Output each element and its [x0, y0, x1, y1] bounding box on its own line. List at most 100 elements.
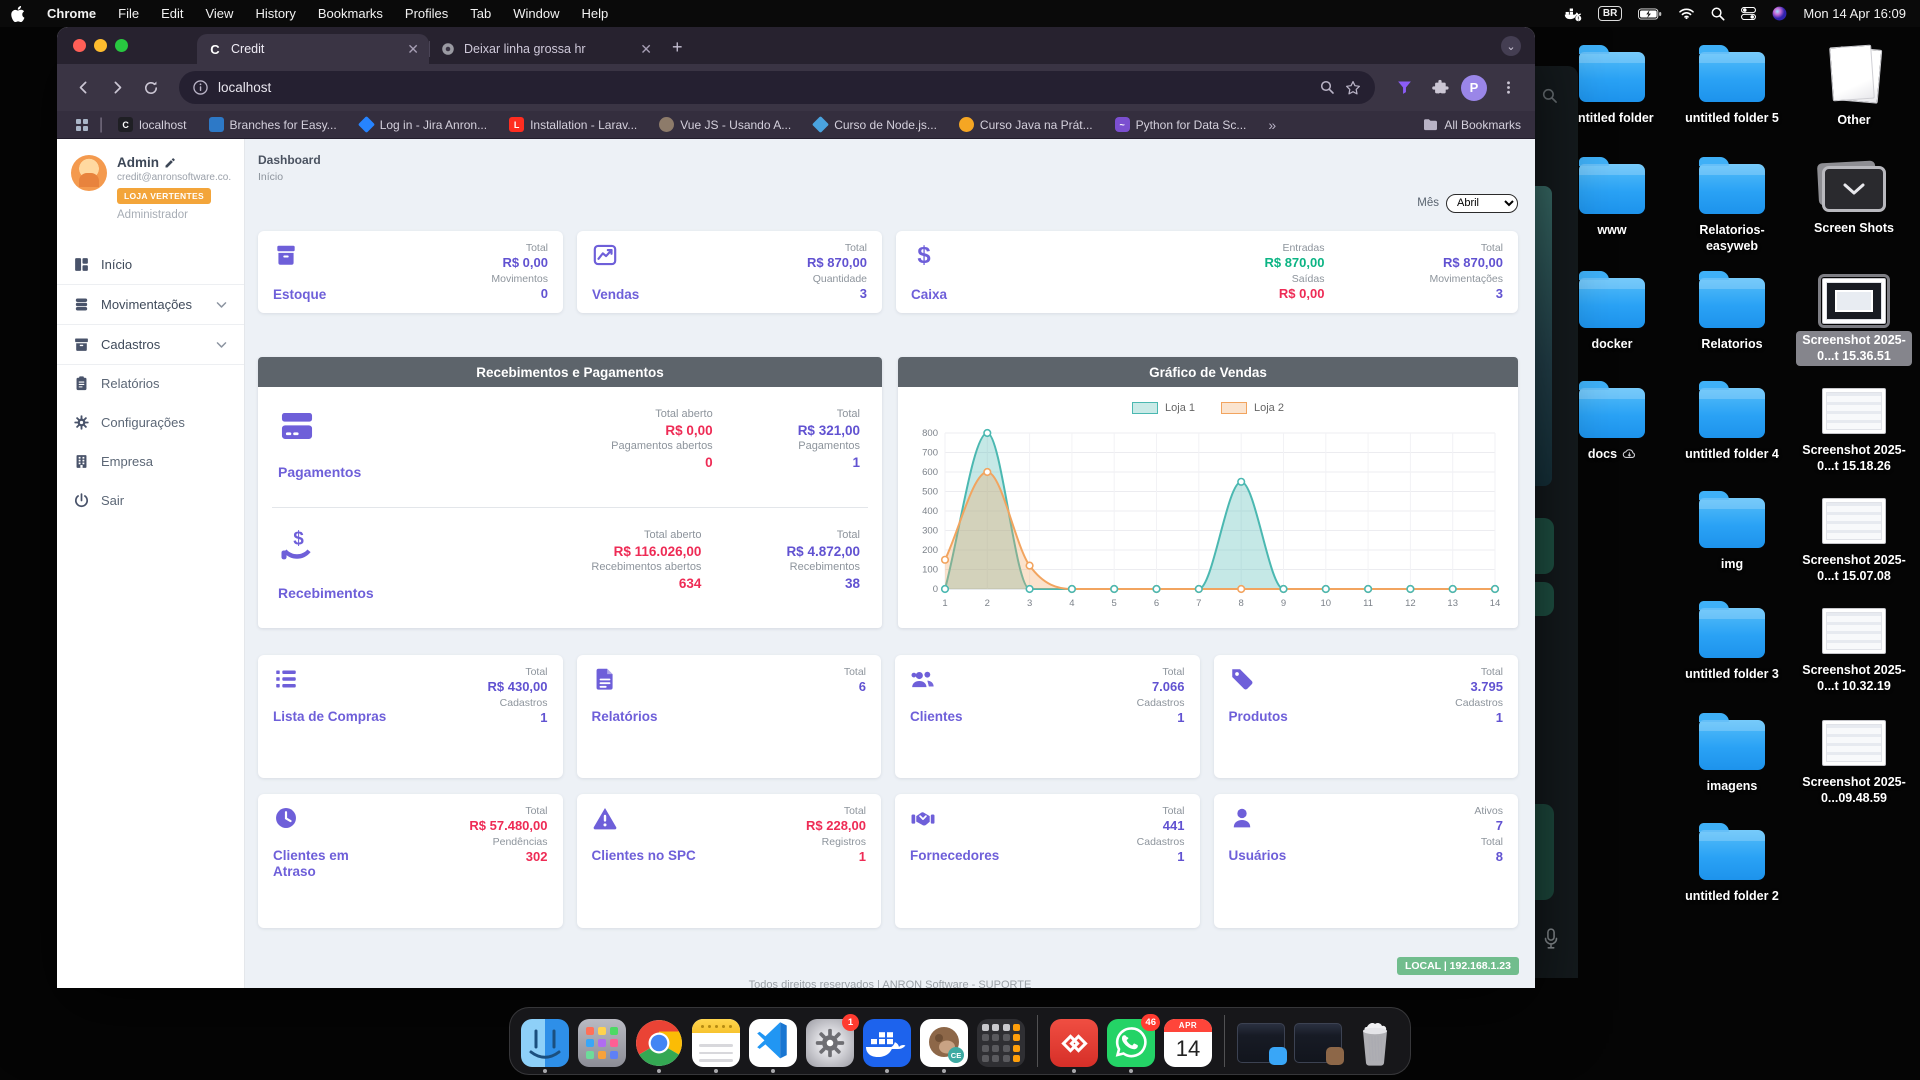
- sidebar-item-sair[interactable]: Sair: [57, 481, 244, 520]
- control-center-icon[interactable]: [1741, 7, 1756, 20]
- dock-item-vscode[interactable]: [749, 1019, 797, 1067]
- desktop-icon[interactable]: untitled folder 3: [1674, 602, 1790, 683]
- legend-item[interactable]: Loja 2: [1221, 402, 1284, 414]
- close-window-button[interactable]: [73, 39, 86, 52]
- dock-item-redapp[interactable]: [1050, 1019, 1098, 1067]
- tab-search-button[interactable]: ⌄: [1501, 36, 1521, 56]
- sidebar-item-movimentacoes[interactable]: Movimentações: [57, 284, 244, 325]
- sidebar-item-inicio[interactable]: Início: [57, 245, 244, 284]
- in-page-search-icon[interactable]: [1320, 80, 1335, 95]
- browser-tab-1[interactable]: CCredit ✕: [197, 34, 429, 64]
- wifi-icon[interactable]: [1678, 7, 1695, 20]
- bookmark-item-5[interactable]: Curso de Node.js...: [804, 115, 946, 134]
- menu-item-bookmarks[interactable]: Bookmarks: [307, 0, 394, 27]
- docker-status-icon[interactable]: !: [1564, 6, 1582, 22]
- panel-row-recebimentos[interactable]: $ Recebimentos Total abertoR$ 116.026,00…: [258, 508, 882, 628]
- card-lista-de-compras[interactable]: TotalR$ 430,00Cadastros1 Lista de Compra…: [258, 655, 563, 778]
- bookmark-item-1[interactable]: Branches for Easy...: [200, 115, 346, 134]
- dock-item-finder[interactable]: [521, 1019, 569, 1067]
- panel-row-pagamentos[interactable]: Pagamentos Total abertoR$ 0,00Pagamentos…: [258, 387, 882, 507]
- menu-item-edit[interactable]: Edit: [150, 0, 194, 27]
- card-estoque[interactable]: TotalR$ 0,00Movimentos0 Estoque: [258, 231, 563, 313]
- menu-item-view[interactable]: View: [194, 0, 244, 27]
- desktop-icon[interactable]: Screenshot 2025-0...t 10.32.19: [1796, 602, 1912, 696]
- card-clientes[interactable]: Total7.066Cadastros1 Clientes: [895, 655, 1200, 778]
- close-tab-icon[interactable]: ✕: [407, 44, 419, 54]
- bookmark-item-0[interactable]: Clocalhost: [109, 115, 195, 134]
- dock-item-launchpad[interactable]: [578, 1019, 626, 1067]
- zoom-window-button[interactable]: [115, 39, 128, 52]
- dock-item-trash[interactable]: [1351, 1019, 1399, 1067]
- desktop-icon[interactable]: Relatorios-easyweb: [1674, 158, 1790, 256]
- card-clientes-em-atraso[interactable]: TotalR$ 57.480,00Pendências302 Clientes …: [258, 794, 563, 928]
- battery-icon[interactable]: [1638, 8, 1662, 20]
- card-clientes-no-spc[interactable]: TotalR$ 228,00Registros1 Clientes no SPC: [577, 794, 882, 928]
- siri-icon[interactable]: [1772, 6, 1787, 21]
- menu-item-window[interactable]: Window: [502, 0, 570, 27]
- address-bar[interactable]: localhost: [179, 71, 1375, 104]
- apple-menu[interactable]: [0, 0, 36, 27]
- desktop-icon[interactable]: Screenshot 2025-0...t 15.36.51: [1796, 272, 1912, 366]
- close-tab-icon[interactable]: ✕: [640, 44, 652, 54]
- sidebar-item-empresa[interactable]: Empresa: [57, 442, 244, 481]
- menu-item-profiles[interactable]: Profiles: [394, 0, 459, 27]
- extensions-puzzle-icon[interactable]: [1425, 73, 1455, 103]
- menu-item-history[interactable]: History: [244, 0, 306, 27]
- desktop-icon[interactable]: img: [1674, 492, 1790, 573]
- filter-extension-icon[interactable]: [1389, 73, 1419, 103]
- card-vendas[interactable]: TotalR$ 870,00Quantidade3 Vendas: [577, 231, 882, 313]
- desktop-icon[interactable]: imagens: [1674, 714, 1790, 795]
- menu-bar-clock[interactable]: Mon 14 Apr 16:09: [1803, 6, 1906, 21]
- month-select[interactable]: Abril: [1446, 194, 1518, 213]
- dock-item-calculator[interactable]: [977, 1019, 1025, 1067]
- user-avatar[interactable]: [71, 155, 107, 191]
- whatsapp-window-strip[interactable]: [1528, 66, 1578, 978]
- menu-item-tab[interactable]: Tab: [459, 0, 502, 27]
- menu-item-help[interactable]: Help: [571, 0, 620, 27]
- sidebar-item-relatorios[interactable]: Relatórios: [57, 364, 244, 403]
- menu-app-name[interactable]: Chrome: [36, 0, 107, 27]
- edit-pencil-icon[interactable]: [164, 157, 176, 169]
- dock-item-window-thumb-1[interactable]: [1237, 1023, 1285, 1067]
- desktop-icon[interactable]: Screenshot 2025-0...t 15.18.26: [1796, 382, 1912, 476]
- desktop-icon[interactable]: Screenshot 2025-0...09.48.59: [1796, 714, 1912, 808]
- card-usuarios[interactable]: Ativos7Total8 Usuários: [1214, 794, 1519, 928]
- back-button[interactable]: [69, 74, 97, 102]
- desktop-icon[interactable]: untitled folder 4: [1674, 382, 1790, 463]
- legend-item[interactable]: Loja 1: [1132, 402, 1195, 414]
- dock-item-whatsapp[interactable]: 46: [1107, 1019, 1155, 1067]
- dock-item-settings[interactable]: 1: [806, 1019, 854, 1067]
- reload-button[interactable]: [137, 74, 165, 102]
- all-bookmarks-button[interactable]: All Bookmarks: [1423, 118, 1521, 132]
- dock-item-notes[interactable]: [692, 1019, 740, 1067]
- desktop-icon[interactable]: untitled folder 5: [1674, 46, 1790, 127]
- dock-item-chrome[interactable]: [635, 1019, 683, 1067]
- dock-item-dbeaver[interactable]: CE: [920, 1019, 968, 1067]
- profile-avatar[interactable]: P: [1461, 75, 1487, 101]
- card-fornecedores[interactable]: Total441Cadastros1 Fornecedores: [895, 794, 1200, 928]
- new-tab-button[interactable]: +: [672, 37, 683, 58]
- browser-tab-2[interactable]: Deixar linha grossa hr ✕: [430, 34, 662, 64]
- site-info-icon[interactable]: [193, 80, 208, 95]
- bookmark-star-icon[interactable]: [1345, 80, 1361, 96]
- desktop-icon[interactable]: Relatorios: [1674, 272, 1790, 353]
- desktop-icon[interactable]: Screenshot 2025-0...t 15.07.08: [1796, 492, 1912, 586]
- address-text[interactable]: localhost: [218, 80, 271, 95]
- apps-grid-icon[interactable]: [71, 110, 93, 140]
- minimize-window-button[interactable]: [94, 39, 107, 52]
- card-produtos[interactable]: Total3.795Cadastros1 Produtos: [1214, 655, 1519, 778]
- bookmarks-overflow-chevron[interactable]: »: [1259, 115, 1285, 135]
- keyboard-layout-indicator[interactable]: BR: [1598, 6, 1622, 21]
- card-relatorios[interactable]: Total6 Relatórios: [577, 655, 882, 778]
- browser-menu-icon[interactable]: [1493, 73, 1523, 103]
- bookmark-item-4[interactable]: Vue JS - Usando A...: [650, 115, 800, 134]
- sidebar-item-cadastros[interactable]: Cadastros: [57, 324, 244, 365]
- desktop-icon[interactable]: untitled folder 2: [1674, 824, 1790, 905]
- card-caixa[interactable]: $ EntradasR$ 870,00SaídasR$ 0,00TotalR$ …: [896, 231, 1518, 313]
- menu-item-file[interactable]: File: [107, 0, 150, 27]
- sales-chart[interactable]: 0100200300400500600700800123456789101112…: [909, 421, 1507, 617]
- bookmark-item-2[interactable]: Log in - Jira Anron...: [350, 115, 496, 134]
- spotlight-search-icon[interactable]: [1711, 7, 1725, 21]
- dock-item-window-thumb-2[interactable]: [1294, 1023, 1342, 1067]
- dock-item-calendar[interactable]: APR14: [1164, 1019, 1212, 1067]
